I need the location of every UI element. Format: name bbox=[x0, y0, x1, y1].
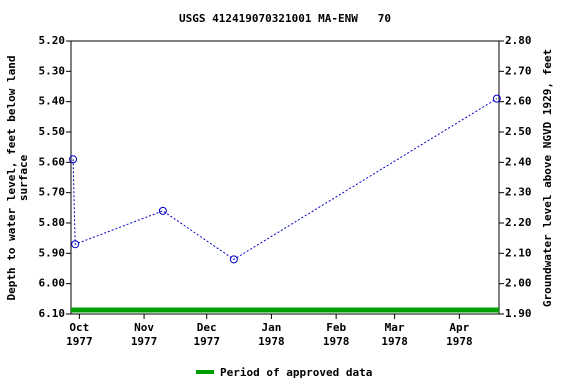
data-point bbox=[71, 240, 80, 249]
y-tick-label: 5.70 bbox=[39, 186, 66, 199]
data-point bbox=[492, 94, 501, 103]
y2-tick-label: 1.90 bbox=[505, 307, 532, 320]
x-tick-label-line: Jan bbox=[261, 321, 281, 334]
y2-tick-label: 2.70 bbox=[505, 64, 532, 77]
x-tick-label-line: 1978 bbox=[323, 335, 350, 348]
x-tick-label-line: Dec bbox=[197, 321, 217, 334]
y2-tick-label: 2.40 bbox=[505, 155, 532, 168]
x-tick-label: Dec 1977 bbox=[193, 321, 220, 348]
x-tick-label-line: 1978 bbox=[446, 335, 473, 348]
x-tick-label-line: 1977 bbox=[66, 335, 93, 348]
y2-tick-label: 2.10 bbox=[505, 246, 532, 259]
y2-tick-label: 2.20 bbox=[505, 216, 532, 229]
legend-label: Period of approved data bbox=[220, 366, 372, 379]
y-tick-label: 5.20 bbox=[39, 34, 66, 47]
x-tick-label: Mar 1978 bbox=[381, 321, 408, 348]
data-point bbox=[69, 155, 78, 164]
y2-tick-label: 2.00 bbox=[505, 277, 532, 290]
x-tick-label: Oct 1977 bbox=[66, 321, 93, 348]
y2-axis-label: Groundwater level above NGVD 1929, feet bbox=[541, 49, 554, 307]
x-tick-label: Apr 1978 bbox=[446, 321, 473, 348]
x-tick-label: Feb 1978 bbox=[323, 321, 350, 348]
x-tick-label-line: 1977 bbox=[131, 335, 158, 348]
y-tick-label: 5.30 bbox=[39, 64, 66, 77]
x-tick-label-line: Nov bbox=[134, 321, 154, 334]
y-tick-label: 5.60 bbox=[39, 155, 66, 168]
y-tick-label: 6.00 bbox=[39, 277, 66, 290]
x-tick-label-line: Mar bbox=[385, 321, 405, 334]
data-line bbox=[72, 98, 498, 260]
y2-tick-label: 2.60 bbox=[505, 95, 532, 108]
x-tick-label-line: Apr bbox=[449, 321, 469, 334]
plot-frame bbox=[70, 40, 500, 315]
y-label-line: Depth to water level, feet below land bbox=[5, 55, 18, 300]
y2-tick-label: 2.30 bbox=[505, 186, 532, 199]
y2-tick-label: 2.50 bbox=[505, 125, 532, 138]
y-label-line: surface bbox=[17, 154, 30, 201]
data-point bbox=[229, 255, 238, 264]
y-axis-label: Depth to water level, feet below landsur… bbox=[5, 55, 30, 300]
x-tick-label-line: Feb bbox=[326, 321, 346, 334]
data-point bbox=[158, 206, 167, 215]
chart-title: USGS 412419070321001 MA-ENW 70 bbox=[179, 12, 391, 25]
y2-tick-label: 2.80 bbox=[505, 34, 532, 47]
x-tick-label: Jan 1978 bbox=[258, 321, 285, 348]
x-tick-label-line: 1978 bbox=[258, 335, 285, 348]
y-tick-label: 5.90 bbox=[39, 246, 66, 259]
x-tick-label: Nov 1977 bbox=[131, 321, 158, 348]
x-tick-label-line: Oct bbox=[69, 321, 89, 334]
x-tick-label-line: 1977 bbox=[193, 335, 220, 348]
y-tick-label: 5.50 bbox=[39, 125, 66, 138]
y-tick-label: 5.40 bbox=[39, 95, 66, 108]
y-tick-label: 6.10 bbox=[39, 307, 66, 320]
y-tick-label: 5.80 bbox=[39, 216, 66, 229]
x-tick-label-line: 1978 bbox=[381, 335, 408, 348]
